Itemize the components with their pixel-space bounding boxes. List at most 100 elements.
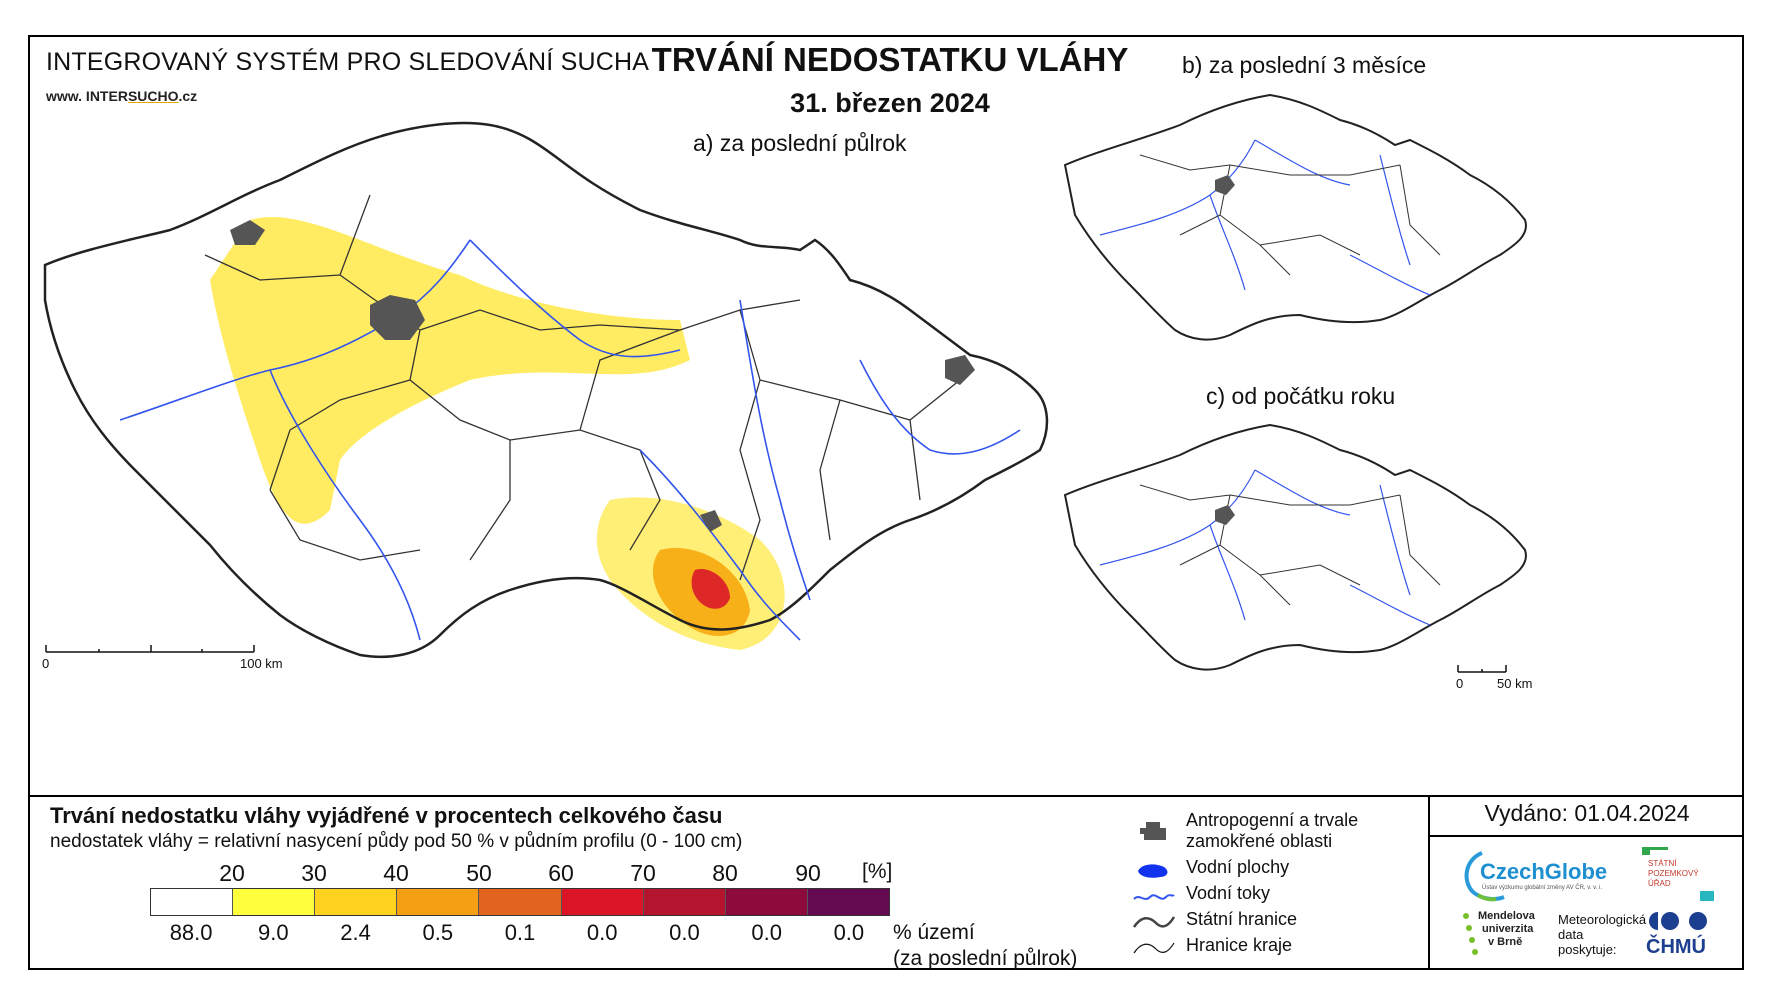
mendelu-line3: v Brně	[1488, 936, 1523, 948]
spu-line3: ÚŘAD	[1648, 879, 1671, 888]
spu-mark-icon	[1642, 847, 1668, 855]
main-map-urban-nw	[230, 220, 265, 245]
main-title: TRVÁNÍ NEDOSTATKU VLÁHY	[651, 41, 1129, 78]
legend-percentage: 0.0	[586, 920, 618, 945]
legend-percentage: 0.0	[833, 920, 865, 945]
issued-date: Vydáno: 01.04.2024	[1484, 800, 1690, 826]
czechglobe-arc-icon	[1464, 851, 1505, 902]
czechglobe-logo: CzechGlobe Ústav výzkumu globální změny …	[1460, 845, 1610, 903]
legend-swatch	[807, 889, 889, 915]
percent-label-line1: % území	[893, 921, 975, 944]
chmu-name: ČHMÚ	[1646, 936, 1706, 958]
main-map-rivers	[119, 239, 1021, 641]
symbol-urban-label: Antropogenní a trvale zamokřené oblasti	[1186, 810, 1359, 851]
spu-teal-square-icon	[1700, 891, 1714, 901]
legend-tick: 80	[712, 860, 738, 886]
panel-c-map	[1063, 423, 1527, 671]
mendelu-logo: Mendelova univerzita v Brně	[1460, 910, 1560, 965]
czechglobe-name: CzechGlobe	[1480, 859, 1608, 884]
chmu-logo: ČHMÚ	[1638, 908, 1728, 963]
symbol-row-urban: Antropogenní a trvale zamokřené oblasti	[1130, 810, 1430, 854]
legend-percentage: 0.1	[504, 920, 536, 945]
percent-label-line2: (za poslední půlrok)	[893, 947, 1078, 970]
legend-percentage: 2.4	[340, 920, 371, 945]
legend-swatch	[233, 889, 316, 915]
legend-percentage: 88.0	[169, 920, 213, 945]
water-body-icon	[1138, 864, 1168, 878]
legend-percentage: 0.0	[751, 920, 782, 945]
met-line2: data	[1558, 927, 1584, 942]
legend-swatch	[561, 889, 644, 915]
figure-frame	[28, 35, 1744, 970]
symbol-region-border-label: Hranice kraje	[1186, 935, 1293, 955]
legend-tick: 30	[301, 860, 327, 886]
symbol-state-border-label: Státní hranice	[1186, 909, 1298, 929]
legend-divider	[28, 795, 1744, 797]
main-map-label: a) za poslední půlrok	[693, 130, 907, 156]
legend-tick: 90	[795, 860, 821, 886]
urban-area-icon	[1140, 822, 1166, 840]
legend-swatch	[479, 889, 562, 915]
legend-color-bar	[150, 888, 890, 916]
legend-swatch	[315, 889, 398, 915]
mendelu-line1: Mendelova	[1478, 910, 1535, 922]
panel-c-state-border	[1063, 423, 1527, 671]
panel-b-state-border	[1063, 93, 1527, 341]
legend-title: Trvání nedostatku vláhy vyjádřené v proc…	[50, 803, 723, 828]
symbol-water-label: Vodní plochy	[1186, 857, 1290, 877]
legend-subtitle: nedostatek vláhy = relativní nasycení pů…	[50, 831, 743, 852]
chmu-symbol-icon	[1649, 912, 1707, 930]
main-map-urban-brno	[700, 510, 722, 532]
legend-swatch	[397, 889, 480, 915]
symbol-row-region-border: Hranice kraje	[1130, 935, 1430, 961]
symbol-rivers-label: Vodní toky	[1186, 883, 1271, 903]
legend-swatch	[725, 889, 808, 915]
issued-divider	[1428, 795, 1430, 970]
met-line1: Meteorologická	[1558, 912, 1647, 927]
main-scale-start: 0	[42, 656, 50, 671]
spu-line1: STÁTNÍ	[1648, 859, 1677, 868]
legend-swatch	[643, 889, 726, 915]
panel-c-label: c) od počátku roku	[1206, 383, 1396, 409]
legend-tick: 70	[630, 860, 656, 886]
mendelu-dots-icon	[1463, 913, 1478, 955]
main-map-drought-red	[691, 569, 730, 609]
symbol-row-state-border: Státní hranice	[1130, 909, 1430, 935]
legend-percentage: 0.5	[422, 920, 454, 945]
main-map-urban-ostrava	[945, 355, 975, 385]
main-map-state-border	[43, 121, 1049, 659]
spu-line2: POZEMKOVÝ	[1648, 869, 1699, 878]
main-map-urban-prague	[370, 295, 425, 340]
panel-b-map	[1063, 93, 1527, 341]
czechglobe-subtitle: Ústav výzkumu globální změny AV ČR, v. v…	[1482, 885, 1603, 891]
panel-c-rivers	[1099, 469, 1431, 626]
website-link[interactable]: www. INTERSUCHO.cz	[46, 88, 198, 104]
legend-tick: 50	[466, 860, 492, 886]
legend-tick: 20	[219, 860, 245, 886]
symbol-row-rivers: Vodní toky	[1130, 883, 1430, 909]
main-scale-end: 100 km	[240, 656, 283, 671]
region-border-icon	[1133, 942, 1175, 954]
panel-c-region-borders	[1139, 484, 1441, 606]
mendelu-line2: univerzita	[1482, 923, 1534, 935]
legend-tick: 40	[383, 860, 409, 886]
small-scale-end: 50 km	[1497, 676, 1533, 691]
spu-logo: STÁTNÍ POZEMKOVÝ ÚŘAD	[1640, 845, 1730, 903]
legend-swatch	[151, 889, 234, 915]
panel-b-rivers	[1099, 139, 1431, 296]
symbol-row-water: Vodní plochy	[1130, 857, 1430, 883]
map-date: 31. březen 2024	[790, 88, 990, 118]
legend-percentage: 0.0	[669, 920, 700, 945]
panel-b-label: b) za poslední 3 měsíce	[1182, 52, 1427, 78]
legend-unit: [%]	[862, 860, 893, 883]
met-data-provider: Meteorologická data poskytuje:	[1558, 912, 1646, 957]
legend-percentage: 9.0	[258, 920, 289, 945]
main-scale-bar	[45, 645, 255, 653]
panel-b-urban-prague	[1215, 175, 1235, 195]
river-icon	[1133, 894, 1175, 900]
panel-c-urban-prague	[1215, 505, 1235, 525]
legend-percentages: 88.0 9.0 2.4 0.5 0.1 0.0 0.0 0.0 0.0	[150, 920, 890, 950]
met-line3: poskytuje:	[1558, 942, 1617, 957]
main-map-drought-yellow	[210, 217, 690, 524]
issued-underline	[1428, 835, 1744, 837]
